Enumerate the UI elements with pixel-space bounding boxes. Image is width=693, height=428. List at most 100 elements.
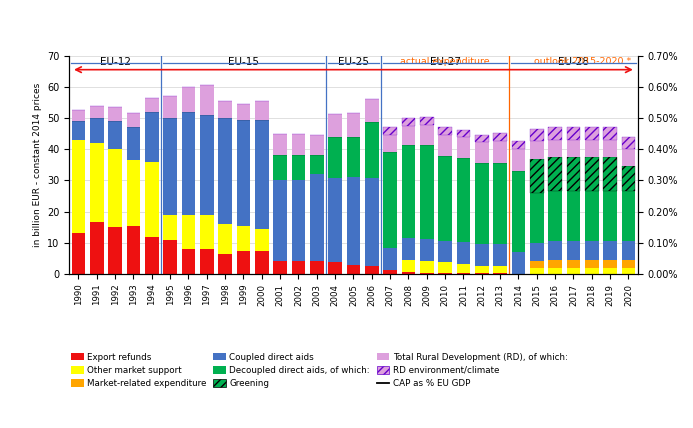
Text: EU-28: EU-28	[558, 57, 589, 67]
Bar	[145, 112, 159, 162]
Legend: Export refunds, Other market support, Market-related expenditure, Coupled direct: Export refunds, Other market support, Ma…	[68, 349, 571, 392]
Bar	[622, 166, 635, 191]
Text: EU-12: EU-12	[100, 57, 130, 67]
Bar	[475, 244, 489, 265]
Bar	[457, 273, 471, 274]
Bar	[365, 178, 378, 265]
Bar	[310, 134, 324, 155]
Bar	[365, 99, 378, 122]
Bar	[145, 237, 159, 274]
Bar	[548, 157, 562, 191]
Bar	[200, 249, 213, 274]
Bar	[475, 134, 489, 143]
Bar	[292, 155, 306, 180]
Bar	[145, 162, 159, 237]
Bar	[365, 122, 378, 178]
Bar	[182, 215, 195, 249]
Bar	[383, 127, 397, 134]
Bar	[493, 265, 507, 273]
Bar	[383, 248, 397, 270]
Bar	[438, 156, 452, 241]
Bar	[493, 244, 507, 265]
Bar	[567, 157, 580, 191]
Bar	[493, 273, 507, 274]
Bar	[145, 98, 159, 112]
Bar	[622, 137, 635, 149]
Bar	[622, 241, 635, 260]
Bar	[310, 155, 324, 173]
Bar	[401, 118, 415, 126]
Text: outlook 2015-2020 *: outlook 2015-2020 *	[534, 57, 631, 66]
Bar	[346, 177, 360, 265]
Bar	[457, 158, 471, 242]
Bar	[255, 229, 269, 250]
Bar	[182, 249, 195, 274]
Bar	[401, 272, 415, 274]
Bar	[236, 226, 250, 250]
Bar	[401, 126, 415, 145]
Bar	[603, 268, 617, 274]
Bar	[438, 134, 452, 156]
Bar	[438, 262, 452, 273]
Bar	[585, 268, 599, 274]
Bar	[622, 260, 635, 268]
Bar	[420, 239, 434, 261]
Bar	[530, 262, 543, 268]
Bar	[567, 260, 580, 268]
Bar	[273, 180, 287, 262]
Bar	[530, 193, 543, 243]
Bar	[71, 233, 85, 274]
Bar	[218, 118, 232, 224]
Bar	[530, 141, 543, 158]
Bar	[567, 140, 580, 157]
Bar	[511, 252, 525, 274]
Y-axis label: in billion EUR - constant 2014 prices: in billion EUR - constant 2014 prices	[33, 83, 42, 247]
Bar	[71, 121, 85, 140]
Bar	[585, 140, 599, 157]
Bar	[273, 155, 287, 180]
Bar	[292, 134, 306, 155]
Bar	[567, 191, 580, 241]
Bar	[328, 178, 342, 262]
Bar	[127, 226, 140, 274]
Bar	[511, 171, 525, 252]
Bar	[164, 96, 177, 118]
Bar	[548, 140, 562, 157]
Bar	[218, 254, 232, 274]
Bar	[127, 160, 140, 226]
Bar	[420, 117, 434, 125]
Bar	[108, 227, 122, 274]
Bar	[236, 250, 250, 274]
Bar	[383, 134, 397, 152]
Bar	[310, 173, 324, 261]
Bar	[200, 215, 213, 249]
Bar	[383, 270, 397, 274]
Bar	[622, 149, 635, 166]
Bar	[71, 110, 85, 121]
Bar	[127, 128, 140, 160]
Bar	[475, 163, 489, 244]
Bar	[585, 191, 599, 241]
Bar	[164, 215, 177, 240]
Bar	[273, 262, 287, 274]
Bar	[548, 260, 562, 268]
Bar	[108, 107, 122, 121]
Bar	[603, 128, 617, 140]
Bar	[346, 265, 360, 274]
Bar	[236, 104, 250, 119]
Text: EU-27: EU-27	[430, 57, 461, 67]
Bar	[292, 180, 306, 262]
Bar	[420, 261, 434, 273]
Bar	[108, 149, 122, 227]
Bar	[328, 137, 342, 178]
Bar	[164, 118, 177, 215]
Bar	[548, 191, 562, 241]
Bar	[273, 134, 287, 155]
Bar	[622, 268, 635, 274]
Bar	[475, 265, 489, 273]
Bar	[292, 262, 306, 274]
Bar	[585, 157, 599, 191]
Bar	[457, 130, 471, 137]
Bar	[255, 101, 269, 119]
Bar	[622, 191, 635, 241]
